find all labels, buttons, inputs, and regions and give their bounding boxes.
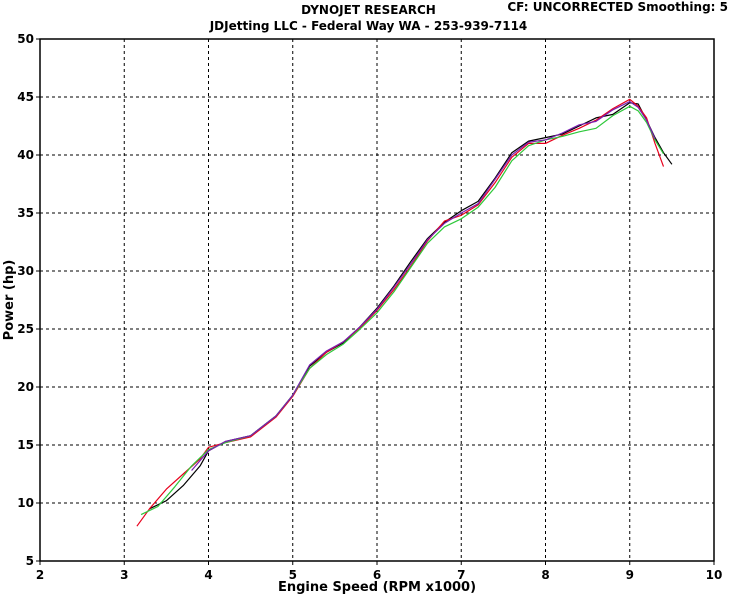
y-tick-label-2: 15	[17, 438, 34, 452]
x-tick-label-6: 8	[541, 568, 549, 582]
y-tick-label-8: 45	[17, 90, 34, 104]
x-tick-label-3: 5	[289, 568, 297, 582]
y-tick-label-0: 5	[26, 554, 34, 568]
x-tick-label-4: 6	[373, 568, 381, 582]
y-tick-label-3: 20	[17, 380, 34, 394]
x-axis-label: Engine Speed (RPM x1000)	[278, 580, 476, 594]
x-tick-label-2: 4	[204, 568, 212, 582]
x-tick-label-8: 10	[706, 568, 723, 582]
x-tick-label-7: 9	[626, 568, 634, 582]
y-axis-label: Power (hp)	[2, 260, 17, 341]
y-tick-label-7: 40	[17, 148, 34, 162]
x-tick-label-5: 7	[457, 568, 465, 582]
chart-title: DYNOJET RESEARCH	[301, 3, 436, 17]
y-tick-label-6: 35	[17, 206, 34, 220]
y-tick-label-9: 50	[17, 32, 34, 46]
x-tick-label-0: 2	[36, 568, 44, 582]
grid-lines	[40, 39, 714, 561]
series-line-0	[149, 102, 673, 510]
series-line-1	[136, 98, 665, 527]
y-tick-label-4: 25	[17, 322, 34, 336]
series-line-2	[140, 105, 665, 516]
y-tick-label-5: 30	[17, 264, 34, 278]
y-tick-labels: 5 10 15 20 25 30 35 40 45 50	[17, 32, 40, 568]
series-group	[136, 98, 673, 527]
x-tick-labels: 2 3 4 5 6 7 8 9 10	[36, 561, 723, 582]
series-line-3	[191, 100, 656, 471]
correction-factor-label: CF: UNCORRECTED Smoothing: 5	[507, 0, 728, 14]
chart-subtitle: JDJetting LLC - Federal Way WA - 253-939…	[209, 19, 528, 33]
y-tick-label-1: 10	[17, 496, 34, 510]
x-tick-label-1: 3	[120, 568, 128, 582]
